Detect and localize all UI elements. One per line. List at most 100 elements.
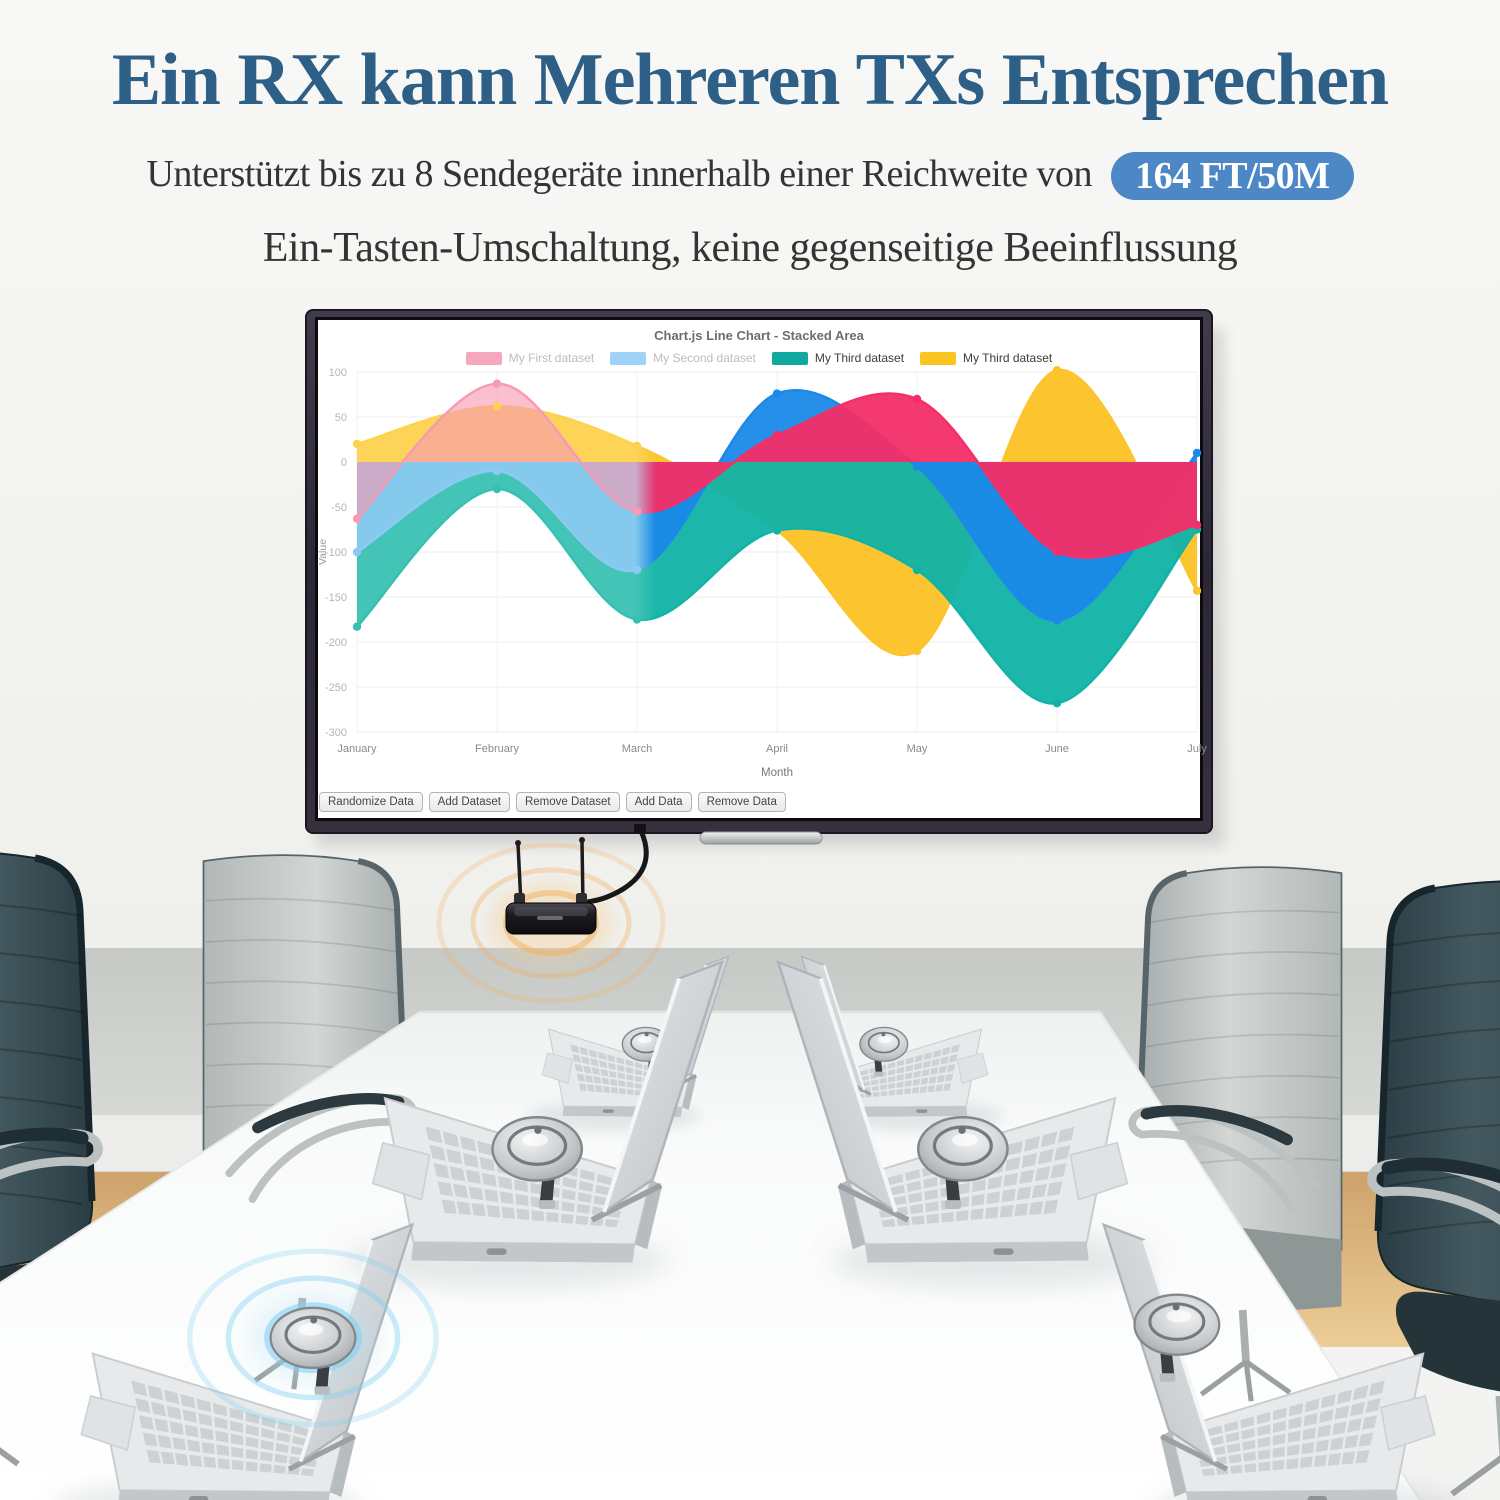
keyboard-key[interactable]	[609, 1070, 617, 1078]
keyboard-key[interactable]	[872, 1091, 880, 1097]
keyboard-key[interactable]	[449, 1166, 466, 1182]
keyboard-key[interactable]	[600, 1069, 609, 1077]
keyboard-key[interactable]	[601, 1077, 610, 1085]
keyboard-key[interactable]	[919, 1086, 928, 1093]
data-point[interactable]	[1052, 547, 1062, 557]
keyboard-key[interactable]	[581, 1056, 590, 1065]
keyboard-key[interactable]	[245, 1449, 258, 1460]
keyboard-key[interactable]	[1207, 1425, 1223, 1437]
keyboard-key[interactable]	[1315, 1439, 1330, 1453]
keyboard-key[interactable]	[593, 1076, 602, 1084]
keyboard-key[interactable]	[578, 1083, 587, 1091]
keyboard-key[interactable]	[215, 1430, 229, 1443]
keyboard-key[interactable]	[216, 1444, 229, 1456]
keyboard-key[interactable]	[456, 1201, 472, 1216]
keyboard-key[interactable]	[1241, 1428, 1255, 1440]
keyboard-key[interactable]	[1034, 1166, 1051, 1182]
keyboard-key[interactable]	[1336, 1389, 1353, 1405]
keyboard-key[interactable]	[261, 1416, 276, 1429]
keyboard-key[interactable]	[441, 1199, 457, 1214]
keyboard-key[interactable]	[595, 1184, 611, 1196]
data-point[interactable]	[912, 565, 922, 575]
keyboard-key[interactable]	[186, 1439, 201, 1453]
keyboard-key[interactable]	[1043, 1199, 1059, 1214]
data-point[interactable]	[912, 462, 922, 471]
keyboard-key[interactable]	[575, 1215, 589, 1225]
keyboard-key[interactable]	[468, 1186, 484, 1201]
keyboard-key[interactable]	[896, 1089, 904, 1095]
keyboard-key[interactable]	[945, 1073, 954, 1082]
keyboard-key[interactable]	[1287, 1430, 1301, 1443]
keyboard-key[interactable]	[259, 1463, 272, 1473]
keyboard-key[interactable]	[292, 1435, 307, 1446]
keyboard-key[interactable]	[462, 1152, 479, 1168]
keyboard-key[interactable]	[618, 1088, 626, 1095]
keyboard-key[interactable]	[1228, 1453, 1242, 1464]
keyboard-key[interactable]	[1350, 1401, 1366, 1417]
keyboard-key[interactable]	[1047, 1181, 1063, 1197]
keyboard-key[interactable]	[531, 1210, 544, 1222]
keyboard-key[interactable]	[196, 1398, 211, 1413]
data-point[interactable]	[1192, 586, 1202, 595]
keyboard-key[interactable]	[912, 1078, 921, 1086]
keyboard-key[interactable]	[948, 1054, 958, 1063]
keyboard-key[interactable]	[1317, 1424, 1332, 1438]
keyboard-key[interactable]	[1341, 1451, 1356, 1465]
keyboard-key[interactable]	[906, 1180, 922, 1192]
keyboard-key[interactable]	[572, 1054, 582, 1063]
keyboard-key[interactable]	[946, 1063, 956, 1073]
keyboard-key[interactable]	[1358, 1432, 1374, 1447]
keyboard-key[interactable]	[1258, 1449, 1271, 1460]
keyboard-key[interactable]	[1021, 1152, 1038, 1168]
keyboard-key[interactable]	[433, 1163, 450, 1179]
keyboard-key[interactable]	[135, 1397, 151, 1414]
keyboard-key[interactable]	[1272, 1459, 1285, 1471]
keyboard-key[interactable]	[498, 1176, 513, 1190]
keyboard-key[interactable]	[576, 1203, 591, 1214]
keyboard-key[interactable]	[1014, 1203, 1029, 1217]
keyboard-key[interactable]	[596, 1173, 613, 1186]
keyboard-key[interactable]	[477, 1140, 493, 1156]
keyboard-key[interactable]	[888, 1089, 896, 1096]
keyboard-key[interactable]	[481, 1172, 497, 1187]
keyboard-key[interactable]	[245, 1411, 260, 1425]
keyboard-key[interactable]	[201, 1442, 215, 1454]
keyboard-key[interactable]	[930, 1067, 939, 1075]
keyboard-key[interactable]	[938, 1065, 947, 1074]
keyboard-key[interactable]	[1028, 1201, 1044, 1216]
keyboard-key[interactable]	[260, 1451, 273, 1462]
keyboard-key[interactable]	[189, 1454, 203, 1467]
keyboard-key[interactable]	[142, 1432, 158, 1447]
keyboard-key[interactable]	[923, 1051, 933, 1060]
transmitter-puck[interactable]	[859, 1026, 909, 1062]
keyboard-key[interactable]	[1330, 1437, 1344, 1451]
keyboard-key[interactable]	[889, 1184, 905, 1196]
keyboard-key[interactable]	[861, 1075, 870, 1082]
keyboard-key[interactable]	[896, 1066, 905, 1074]
data-point[interactable]	[912, 394, 922, 404]
keyboard-key[interactable]	[138, 1415, 154, 1430]
keyboard-key[interactable]	[229, 1407, 243, 1421]
data-point[interactable]	[632, 615, 642, 624]
keyboard-key[interactable]	[921, 1069, 930, 1077]
keyboard-key[interactable]	[577, 1192, 592, 1203]
keyboard-key[interactable]	[1256, 1411, 1271, 1425]
keyboard-key[interactable]	[880, 1084, 888, 1090]
data-point[interactable]	[352, 439, 362, 449]
keyboard-key[interactable]	[1347, 1418, 1362, 1433]
keyboard-key[interactable]	[931, 1058, 940, 1067]
keyboard-key[interactable]	[950, 1044, 960, 1054]
keyboard-key[interactable]	[1319, 1409, 1334, 1423]
keyboard-key[interactable]	[604, 1219, 619, 1228]
keyboard-key[interactable]	[184, 1424, 199, 1438]
keyboard-key[interactable]	[261, 1428, 275, 1440]
keyboard-key[interactable]	[479, 1156, 495, 1172]
keyboard-key[interactable]	[616, 1064, 625, 1072]
keyboard-key[interactable]	[941, 1211, 954, 1223]
keyboard-key[interactable]	[579, 1046, 589, 1056]
data-point[interactable]	[912, 646, 922, 656]
keyboard-key[interactable]	[1313, 1454, 1327, 1467]
keyboard-key[interactable]	[453, 1183, 469, 1199]
keyboard-key[interactable]	[230, 1420, 244, 1433]
keyboard-key[interactable]	[607, 1054, 616, 1063]
